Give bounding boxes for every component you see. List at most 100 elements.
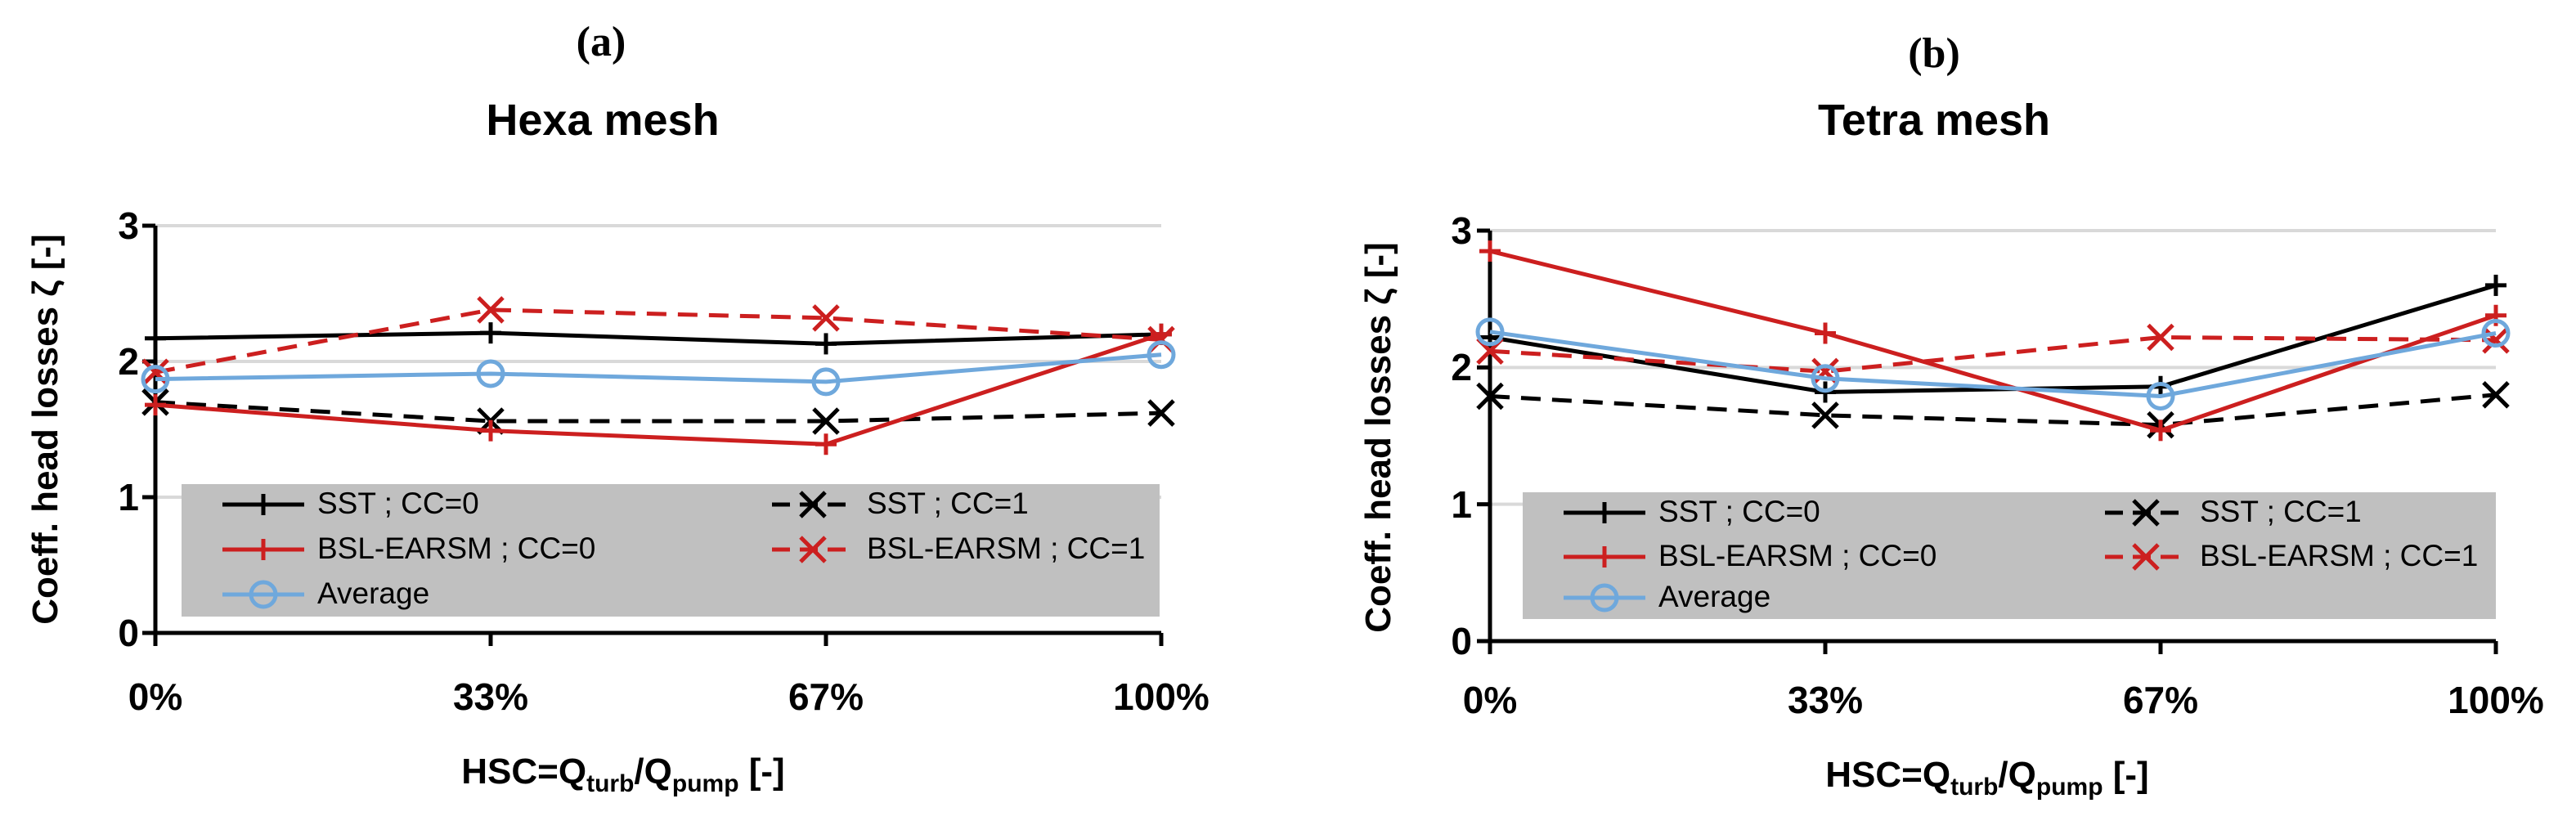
- panel-a-legend: SST ; CC=0 SST ; CC=1 BSL-EARSM ; CC=0 B…: [182, 484, 1160, 617]
- panel-b-x-ticks: [1488, 641, 2498, 654]
- legend-marker-0: [1594, 502, 1615, 523]
- panel-b-legend-box: [1523, 492, 2496, 619]
- data-point: [815, 333, 837, 355]
- panel-b-ytick-label: 0: [1451, 620, 1472, 662]
- panel-a-x-axis-title: HSC=Qturb/Qpump [-]: [461, 751, 784, 797]
- panel-b-ytick-label: 1: [1451, 483, 1472, 526]
- panel-b-series: [1475, 240, 2511, 442]
- marker-ring: [1811, 364, 1840, 393]
- data-point: [2146, 381, 2175, 411]
- panel-a-legend-label: SST ; CC=0: [317, 487, 479, 520]
- legend-marker-3: [2132, 543, 2160, 571]
- legend-marker-4: [1590, 583, 1619, 612]
- panel-b-legend-label: SST ; CC=1: [2200, 495, 2362, 528]
- marker-stroke: [1147, 399, 1175, 427]
- legend-marker-2: [1594, 546, 1615, 568]
- panel-b-legend-label: SST ; CC=0: [1658, 495, 1820, 528]
- panel-b-label: (b): [1908, 30, 1960, 77]
- legend-marker-1: [2132, 499, 2160, 527]
- marker-stroke: [2132, 543, 2160, 571]
- marker-stroke: [141, 358, 169, 387]
- data-point: [2482, 381, 2510, 409]
- marker-stroke: [1476, 382, 1504, 411]
- data-point: [2150, 419, 2171, 442]
- panel-a-x-ticks: [153, 633, 1164, 646]
- marker-stroke: [2147, 323, 2174, 352]
- panel-b-legend-label: Average: [1658, 580, 1770, 613]
- data-point: [480, 419, 501, 442]
- data-point: [1147, 399, 1175, 427]
- panel-b-legend-label: BSL-EARSM ; CC=1: [2200, 539, 2478, 572]
- marker-stroke: [2482, 381, 2510, 409]
- data-point: [811, 367, 841, 397]
- series-line-1: [155, 400, 1162, 424]
- panel-a-ytick-label: 3: [118, 204, 139, 247]
- panel-b-legend-label: BSL-EARSM ; CC=0: [1658, 539, 1936, 572]
- series-line-0: [1489, 283, 2497, 394]
- panel-a-ytick-label: 2: [118, 340, 139, 383]
- marker-ring: [2146, 381, 2175, 411]
- panel-b-y-ticks: [1477, 228, 1490, 644]
- series-line-0: [155, 330, 1162, 346]
- marker-stroke: [812, 407, 840, 435]
- panel-a-legend-symbols: [222, 491, 854, 609]
- legend-marker-4: [249, 580, 278, 609]
- marker-ring: [811, 367, 841, 397]
- marker-stroke: [2482, 326, 2510, 354]
- marker-ring: [1590, 583, 1619, 612]
- marker-ring: [249, 580, 278, 609]
- marker-stroke: [799, 536, 827, 563]
- data-point: [1811, 364, 1840, 393]
- marker-stroke: [799, 491, 827, 518]
- panel-a-series: [141, 296, 1176, 455]
- data-point: [1476, 382, 1504, 411]
- marker-ring: [1147, 340, 1176, 370]
- panel-b-ytick-label: 2: [1451, 346, 1472, 388]
- series-line-2: [1489, 249, 2497, 433]
- data-point: [145, 394, 166, 416]
- data-point: [1815, 322, 1836, 344]
- panel-b-ytick-label: 3: [1451, 209, 1472, 252]
- panel-a-ytick-label: 1: [118, 476, 139, 518]
- panel-b-legend-symbols: [1564, 499, 2187, 612]
- data-point: [2482, 326, 2510, 354]
- data-point: [1479, 240, 1501, 262]
- panel-a-label: (a): [577, 19, 626, 65]
- panel-a-ytick-label: 0: [118, 612, 139, 654]
- marker-ring: [476, 359, 505, 388]
- panel-b-legend: SST ; CC=0 SST ; CC=1 BSL-EARSM ; CC=0 B…: [1523, 492, 2496, 619]
- panel-b-x-axis-title: HSC=Qturb/Qpump [-]: [1825, 755, 2148, 801]
- panel-a-xtick-label: 33%: [453, 675, 528, 718]
- panel-a-legend-label: BSL-EARSM ; CC=0: [317, 532, 595, 565]
- legend-marker-0: [253, 494, 274, 515]
- marker-stroke: [1811, 357, 1839, 386]
- panel-a-legend-label: Average: [317, 577, 429, 610]
- panel-b-xtick-label: 33%: [1788, 679, 1863, 721]
- marker-ring: [2481, 319, 2511, 348]
- panel-a-xtick-label: 100%: [1113, 675, 1209, 718]
- panel-a-legend-label: SST ; CC=1: [867, 487, 1029, 520]
- data-point: [812, 407, 840, 435]
- panel-a-legend-box: [182, 484, 1160, 617]
- panel-a-gridlines: [155, 224, 1161, 499]
- panel-b-y-axis-title: Coeff. head losses ζ [-]: [1358, 242, 1398, 632]
- panel-a-xtick-label: 0%: [128, 675, 182, 718]
- legend-marker-3: [799, 536, 827, 563]
- panel-b-title: Tetra mesh: [1818, 96, 2050, 145]
- data-point: [1475, 317, 1505, 347]
- data-point: [2481, 319, 2511, 348]
- data-point: [815, 433, 837, 455]
- series-line-1: [1489, 393, 2497, 428]
- series-line-4: [1489, 330, 2497, 398]
- marker-stroke: [812, 304, 840, 332]
- legend-marker-2: [253, 539, 274, 560]
- series-line-3: [155, 307, 1162, 375]
- panel-b-xtick-label: 100%: [2448, 679, 2544, 721]
- panel-b-xtick-label: 67%: [2123, 679, 2198, 721]
- marker-ring: [1475, 317, 1505, 347]
- panel-b-xtick-label: 0%: [1463, 679, 1517, 721]
- legend-marker-1: [799, 491, 827, 518]
- panel-a-y-ticks: [142, 223, 155, 635]
- data-point: [2147, 323, 2174, 352]
